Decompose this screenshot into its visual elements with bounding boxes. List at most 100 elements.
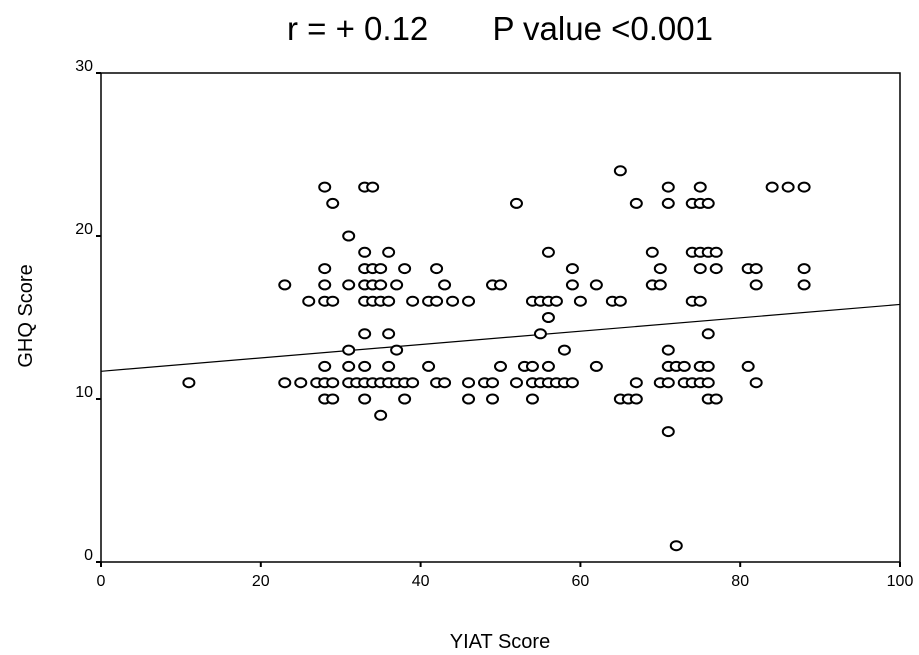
x-tick-label: 80 bbox=[731, 573, 749, 590]
data-point bbox=[565, 279, 579, 291]
data-point bbox=[525, 360, 539, 372]
data-point bbox=[374, 409, 388, 421]
data-point bbox=[701, 377, 715, 389]
data-point bbox=[701, 197, 715, 209]
data-point bbox=[541, 246, 555, 258]
data-point bbox=[430, 263, 444, 275]
data-point bbox=[382, 295, 396, 307]
data-point bbox=[278, 279, 292, 291]
y-tick-label: 0 bbox=[84, 547, 93, 564]
y-tick-label: 20 bbox=[75, 221, 93, 238]
data-point bbox=[741, 360, 755, 372]
data-point bbox=[653, 263, 667, 275]
data-point bbox=[318, 181, 332, 193]
data-point bbox=[358, 328, 372, 340]
data-point bbox=[374, 263, 388, 275]
fit-line-group bbox=[100, 303, 901, 372]
data-point bbox=[294, 377, 308, 389]
x-tick-label: 40 bbox=[412, 573, 430, 590]
data-point bbox=[677, 360, 691, 372]
data-point bbox=[390, 344, 404, 356]
data-point bbox=[398, 393, 412, 405]
data-point bbox=[645, 246, 659, 258]
data-point bbox=[494, 360, 507, 372]
data-point bbox=[486, 393, 500, 405]
data-point bbox=[693, 181, 707, 193]
data-point bbox=[406, 377, 420, 389]
data-point bbox=[182, 377, 196, 389]
data-point bbox=[709, 263, 723, 275]
data-point bbox=[541, 312, 555, 323]
data-point bbox=[525, 393, 539, 405]
x-tick-label: 100 bbox=[887, 573, 914, 590]
x-tick-label: 0 bbox=[97, 573, 106, 590]
data-point bbox=[797, 279, 811, 291]
data-point bbox=[629, 377, 643, 389]
data-point bbox=[709, 246, 723, 258]
data-point bbox=[629, 393, 643, 405]
data-point bbox=[701, 328, 715, 340]
data-point bbox=[318, 279, 332, 291]
data-point bbox=[342, 279, 356, 291]
data-point bbox=[693, 295, 707, 307]
data-point bbox=[358, 360, 372, 372]
data-point bbox=[709, 393, 723, 405]
data-point bbox=[438, 377, 452, 389]
data-point bbox=[661, 181, 675, 193]
data-point bbox=[797, 181, 811, 193]
y-axis-label: GHQ Score bbox=[15, 264, 37, 367]
data-point bbox=[382, 360, 396, 372]
data-point bbox=[326, 377, 340, 389]
data-point bbox=[318, 360, 332, 372]
data-point bbox=[653, 279, 667, 291]
data-point bbox=[573, 295, 587, 307]
data-point bbox=[629, 197, 643, 209]
y-tick-label: 10 bbox=[75, 384, 93, 401]
data-point bbox=[749, 279, 763, 291]
data-point bbox=[326, 393, 340, 405]
data-point bbox=[358, 393, 372, 405]
data-point bbox=[589, 279, 603, 291]
data-point bbox=[382, 328, 396, 340]
data-point bbox=[765, 181, 779, 193]
data-point bbox=[797, 263, 811, 275]
data-points bbox=[182, 165, 811, 552]
data-point bbox=[589, 360, 603, 372]
data-point bbox=[613, 165, 627, 177]
y-tick-label: 30 bbox=[75, 58, 93, 75]
data-point bbox=[701, 360, 715, 372]
data-point bbox=[509, 377, 523, 389]
data-point bbox=[326, 197, 340, 209]
data-point bbox=[749, 377, 763, 389]
data-point bbox=[541, 360, 555, 372]
data-point bbox=[693, 263, 707, 275]
axis-ticks: 0 20 40 60 80 100 0 10 20 30 bbox=[75, 58, 913, 590]
data-point bbox=[565, 377, 579, 389]
data-point bbox=[533, 328, 547, 340]
x-tick-label: 60 bbox=[572, 573, 590, 590]
data-point bbox=[549, 295, 563, 307]
data-point bbox=[565, 263, 579, 275]
data-point bbox=[661, 197, 675, 209]
data-point bbox=[462, 377, 476, 389]
data-point bbox=[398, 263, 412, 275]
data-point bbox=[406, 295, 420, 307]
data-point bbox=[382, 246, 396, 258]
data-point bbox=[326, 295, 340, 307]
data-point bbox=[422, 360, 436, 372]
data-point bbox=[462, 393, 476, 405]
data-point bbox=[358, 246, 372, 258]
data-point bbox=[342, 230, 356, 242]
data-point bbox=[557, 344, 571, 356]
data-point bbox=[494, 279, 507, 291]
data-point bbox=[446, 295, 460, 307]
data-point bbox=[342, 360, 356, 372]
data-point bbox=[462, 295, 476, 307]
data-point bbox=[749, 263, 763, 275]
data-point bbox=[390, 279, 404, 291]
data-point bbox=[366, 181, 380, 193]
data-point bbox=[613, 295, 627, 307]
data-point bbox=[509, 197, 523, 209]
x-tick-label: 20 bbox=[252, 573, 270, 590]
